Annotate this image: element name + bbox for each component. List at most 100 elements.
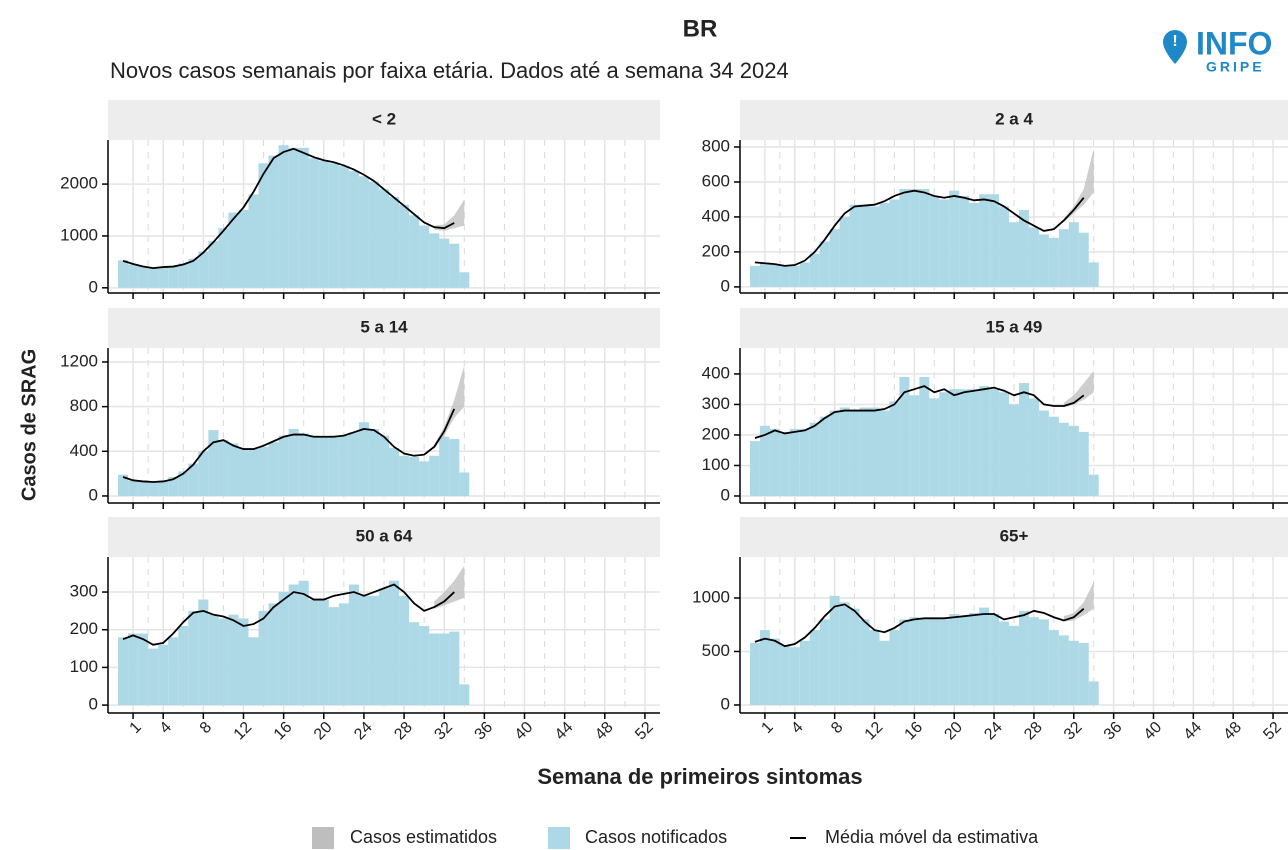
bar <box>839 407 850 496</box>
x-tick-label: 12 <box>231 719 256 744</box>
logo-line1: INFO <box>1196 25 1272 61</box>
x-tick-label: 32 <box>431 719 456 744</box>
bar <box>308 599 319 706</box>
bar <box>889 199 900 287</box>
bar <box>1038 234 1049 287</box>
bar <box>879 640 890 705</box>
bar <box>228 212 239 288</box>
bar <box>278 145 289 288</box>
x-tick-label: 24 <box>981 719 1006 744</box>
bar <box>1038 410 1049 496</box>
y-tick-label: 200 <box>702 424 730 443</box>
bar <box>919 188 930 287</box>
bar <box>1048 416 1059 496</box>
x-tick-label: 44 <box>1181 719 1206 744</box>
bar <box>869 206 880 287</box>
bar <box>809 630 820 705</box>
moving-average-line <box>122 147 455 270</box>
bar <box>809 253 820 287</box>
bar <box>318 436 329 496</box>
legend-label: Casos notificados <box>585 827 727 847</box>
bar <box>288 147 299 288</box>
y-tick-label: 800 <box>702 136 730 155</box>
x-tick-label: 4 <box>788 719 806 737</box>
bar <box>208 430 219 496</box>
bar <box>268 155 279 288</box>
bar <box>1078 232 1089 287</box>
bar <box>1048 630 1059 705</box>
bar <box>749 265 760 287</box>
bar <box>1009 625 1019 705</box>
bar <box>389 447 400 496</box>
bar <box>909 395 920 496</box>
bar <box>769 264 780 287</box>
bar <box>959 616 970 705</box>
bar <box>989 194 1000 287</box>
bar <box>1068 425 1079 496</box>
bar <box>378 588 390 706</box>
bar <box>989 389 1000 496</box>
x-tick-label: 44 <box>552 719 577 744</box>
bar <box>869 630 880 705</box>
bar <box>168 637 179 706</box>
x-tick-label: 28 <box>391 719 416 744</box>
bar <box>749 441 760 496</box>
bar <box>769 428 780 496</box>
y-tick-label: 0 <box>721 276 730 295</box>
moving-average-line <box>754 603 1085 648</box>
bar <box>178 263 189 288</box>
estimate-band <box>434 199 465 231</box>
bar <box>399 204 410 288</box>
bar <box>1018 209 1029 287</box>
bar <box>348 584 359 706</box>
bar <box>919 619 930 705</box>
bar <box>999 206 1010 287</box>
bar <box>979 607 990 705</box>
bar <box>158 480 169 496</box>
bar <box>859 204 870 287</box>
bar <box>228 443 239 496</box>
bar <box>138 633 149 706</box>
bar <box>368 595 379 706</box>
y-tick-label: 100 <box>70 657 98 676</box>
bar <box>389 580 400 706</box>
y-tick-label: 500 <box>702 641 730 660</box>
bar <box>969 389 980 496</box>
bar <box>419 225 430 288</box>
bar <box>779 265 790 287</box>
y-tick-label: 1200 <box>60 351 98 370</box>
bar <box>248 194 259 288</box>
bar <box>449 631 460 706</box>
bar <box>238 618 249 706</box>
x-tick-label: 1 <box>758 719 776 737</box>
x-tick-label: 20 <box>941 719 966 744</box>
bar <box>979 386 990 496</box>
bar <box>338 435 349 496</box>
moving-average-line <box>754 385 1085 439</box>
x-tick-label: 24 <box>351 719 376 744</box>
x-tick-label: 48 <box>1220 719 1245 744</box>
estimate-band <box>1063 148 1094 223</box>
bar <box>248 637 259 706</box>
y-tick-label: 400 <box>70 441 98 460</box>
facet-title: 5 a 14 <box>360 317 408 336</box>
estimate-band <box>1063 370 1094 408</box>
x-tick-label: 40 <box>512 719 537 744</box>
logo-line2: GRIPE <box>1206 59 1265 75</box>
bar <box>899 619 910 705</box>
facet-strip <box>108 517 660 557</box>
bar <box>849 608 860 705</box>
bar <box>198 251 209 288</box>
bar <box>1078 642 1089 705</box>
bar <box>829 595 840 705</box>
facet-title: < 2 <box>372 109 396 128</box>
bar <box>819 619 830 705</box>
y-tick-label: 300 <box>702 394 730 413</box>
logo-pin <box>1163 30 1187 64</box>
bar <box>429 233 440 288</box>
bar <box>899 376 910 496</box>
bar <box>1088 681 1099 705</box>
bar <box>148 648 159 706</box>
facet-title: 50 a 64 <box>356 526 413 545</box>
